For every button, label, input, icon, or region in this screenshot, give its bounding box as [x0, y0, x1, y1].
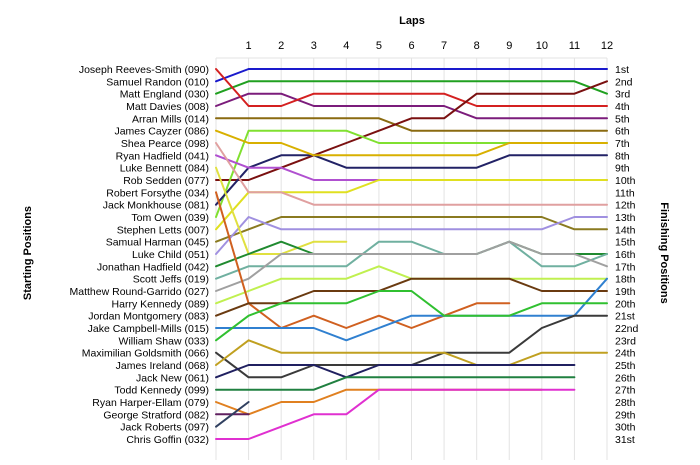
series-line	[215, 364, 576, 379]
start-position-label: Stephen Letts (007)	[117, 224, 209, 236]
x-tick-label: 5	[376, 40, 382, 52]
finish-position-label: 5th	[615, 113, 630, 125]
start-position-label: James Cayzer (086)	[114, 126, 209, 138]
start-position-label: Jonathan Hadfield (042)	[97, 261, 209, 273]
series-line	[215, 154, 608, 206]
series-line	[215, 277, 608, 342]
series-line	[215, 240, 608, 280]
series-line	[215, 68, 608, 83]
series-line	[215, 191, 511, 329]
finish-position-label: 26th	[615, 372, 636, 384]
start-position-label: Shea Pearce (098)	[121, 138, 209, 150]
finish-position-label: 7th	[615, 138, 630, 150]
series-line	[215, 388, 576, 440]
finish-position-label: 4th	[615, 101, 630, 113]
x-tick-label: 4	[343, 40, 349, 52]
finish-position-label: 19th	[615, 286, 636, 298]
finish-position-label: 17th	[615, 261, 636, 273]
start-position-label: Jack New (061)	[136, 372, 209, 384]
series-line	[215, 339, 608, 366]
start-position-label: William Shaw (033)	[119, 335, 209, 347]
x-tick-label: 8	[474, 40, 480, 52]
finish-position-label: 24th	[615, 348, 636, 360]
x-tick-label: 11	[569, 40, 580, 52]
series-line	[215, 68, 608, 107]
finish-position-label: 1st	[615, 64, 629, 76]
finish-position-label: 6th	[615, 126, 630, 138]
y-axis-title-right: Finishing Positions	[658, 202, 670, 303]
x-tick-label: 12	[601, 40, 613, 52]
start-position-label: Luke Child (051)	[132, 249, 209, 261]
start-position-label: Tom Owen (039)	[131, 212, 209, 224]
finish-position-label: 11th	[615, 187, 635, 199]
x-tick-label: 10	[536, 40, 548, 52]
start-position-label: Joseph Reeves-Smith (090)	[79, 64, 209, 76]
finish-position-label: 20th	[615, 298, 636, 310]
finish-position-label: 18th	[615, 274, 636, 286]
series-line	[215, 376, 576, 391]
start-position-label: George Stratford (082)	[103, 409, 209, 421]
finish-position-label: 29th	[615, 409, 636, 421]
start-position-label: Jake Campbell-Mills (015)	[88, 323, 209, 335]
finish-position-label: 10th	[615, 175, 636, 187]
start-position-label: Matt Davies (008)	[126, 101, 209, 113]
finish-position-label: 14th	[615, 224, 636, 236]
start-position-label: Arran Mills (014)	[132, 113, 209, 125]
start-position-label: Rob Sedden (077)	[123, 175, 209, 187]
start-position-label: Jack Roberts (097)	[120, 422, 209, 434]
finish-position-label: 21st	[615, 311, 635, 323]
series-line	[215, 216, 608, 243]
x-tick-label: 2	[278, 40, 284, 52]
x-axis-title: Laps	[399, 15, 425, 27]
finish-position-label: 31st	[615, 434, 635, 446]
x-tick-label: 9	[506, 40, 512, 52]
finish-position-label: 12th	[615, 200, 636, 212]
x-tick-label: 3	[311, 40, 317, 52]
series-line	[215, 142, 608, 206]
start-position-label: Luke Bennett (084)	[120, 163, 209, 175]
series-line	[215, 290, 608, 342]
start-position-label: Maximilian Goldsmith (066)	[82, 348, 209, 360]
series-line	[215, 117, 608, 132]
start-position-label: Jack Monkhouse (081)	[103, 200, 209, 212]
start-position-label: Scott Jeffs (019)	[133, 274, 209, 286]
x-tick-label: 7	[441, 40, 447, 52]
series-line	[215, 80, 608, 95]
series-line	[215, 129, 608, 157]
start-position-label: Matt England (030)	[120, 89, 209, 101]
finish-position-label: 27th	[615, 385, 636, 397]
start-position-label: Ryan Hadfield (041)	[116, 150, 209, 162]
finish-position-label: 9th	[615, 163, 630, 175]
finish-position-label: 25th	[615, 360, 636, 372]
series-line	[215, 92, 608, 120]
series-line	[215, 401, 250, 428]
series-line	[215, 240, 608, 292]
y-axis-title-left: Starting Positions	[22, 206, 34, 300]
finish-position-label: 8th	[615, 150, 630, 162]
finish-position-label: 16th	[615, 249, 636, 261]
start-position-label: Jordan Montgomery (083)	[88, 311, 209, 323]
finish-position-label: 2nd	[615, 76, 633, 88]
start-position-label: Harry Kennedy (089)	[112, 298, 209, 310]
start-position-label: Todd Kennedy (099)	[114, 385, 209, 397]
finish-position-label: 23rd	[615, 335, 636, 347]
start-position-label: Matthew Round-Garrido (027)	[70, 286, 209, 298]
x-tick-label: 6	[408, 40, 414, 52]
start-position-label: Samuel Randon (010)	[106, 76, 209, 88]
start-position-label: Samual Harman (045)	[106, 237, 209, 249]
start-position-label: James Ireland (068)	[116, 360, 209, 372]
start-position-label: Chris Goffin (032)	[126, 434, 209, 446]
start-position-label: Ryan Harper-Ellam (079)	[92, 397, 209, 409]
finish-position-label: 28th	[615, 397, 636, 409]
finish-position-label: 15th	[615, 237, 636, 249]
start-position-label: Robert Forsythe (034)	[106, 187, 209, 199]
finish-position-label: 22nd	[615, 323, 639, 335]
finish-position-label: 13th	[615, 212, 636, 224]
finish-position-label: 30th	[615, 422, 636, 434]
finish-position-label: 3rd	[615, 89, 630, 101]
series-line	[215, 216, 608, 255]
x-tick-label: 1	[246, 40, 252, 52]
